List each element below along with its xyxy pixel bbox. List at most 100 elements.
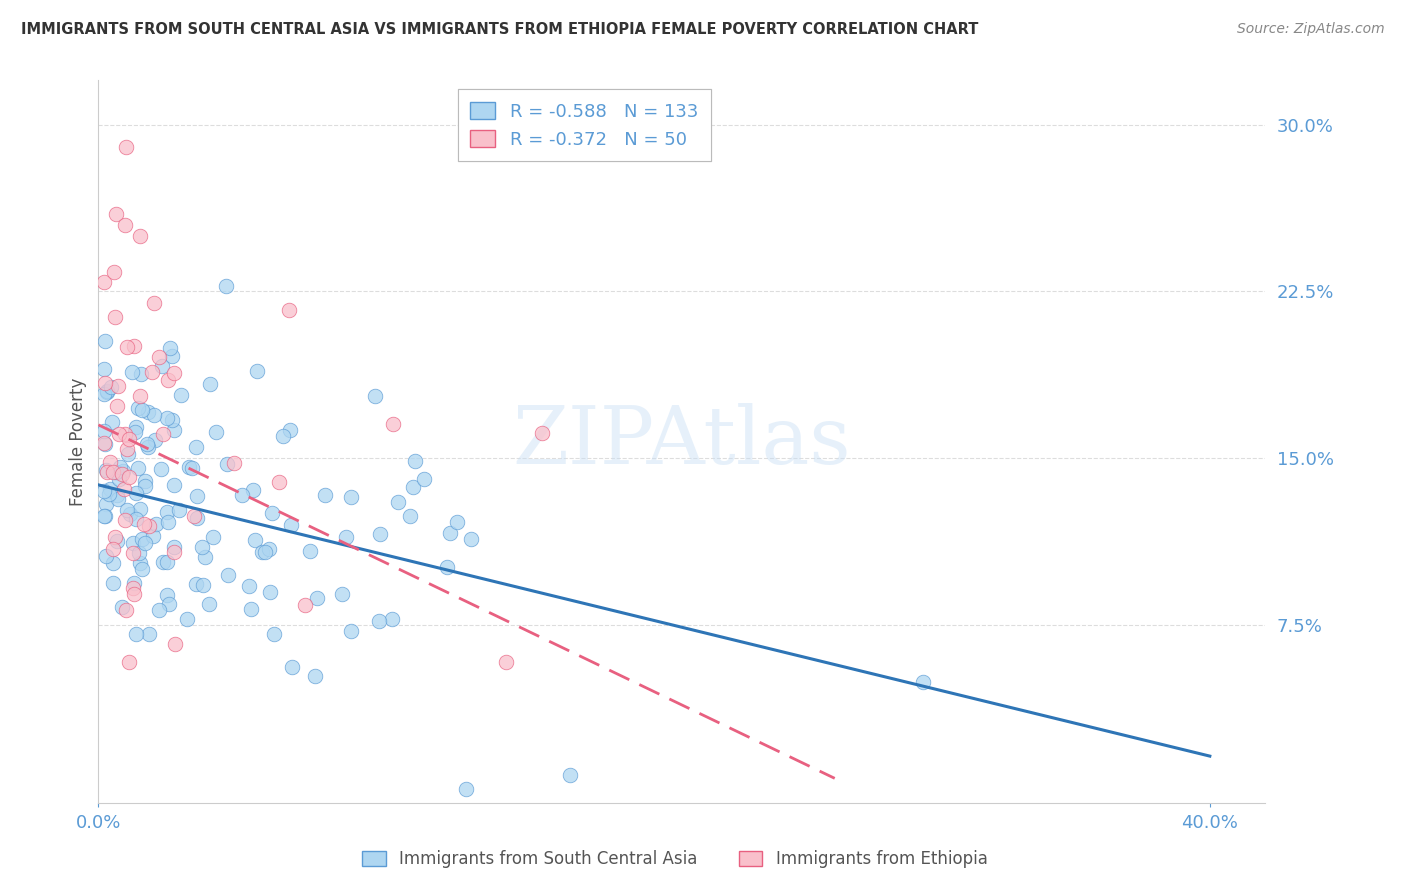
Point xyxy=(152,427,174,442)
Point xyxy=(169,503,191,517)
Point xyxy=(94,549,117,564)
Point xyxy=(183,508,205,523)
Point xyxy=(115,603,138,617)
Point xyxy=(135,436,157,450)
Point xyxy=(125,419,148,434)
Point xyxy=(105,488,128,502)
Point xyxy=(117,446,139,460)
Point xyxy=(198,598,221,612)
Point xyxy=(101,576,124,591)
Point xyxy=(184,577,207,591)
Point xyxy=(129,389,152,403)
Point xyxy=(299,544,322,558)
Point xyxy=(125,512,148,526)
Legend: Immigrants from South Central Asia, Immigrants from Ethiopia: Immigrants from South Central Asia, Immi… xyxy=(356,844,994,875)
Point xyxy=(142,529,165,543)
Point xyxy=(186,489,208,503)
Point xyxy=(143,408,166,422)
Point xyxy=(294,599,316,613)
Point xyxy=(305,591,328,606)
Point xyxy=(96,384,118,398)
Point xyxy=(245,533,267,547)
Point xyxy=(136,405,159,419)
Point xyxy=(101,541,124,556)
Point xyxy=(129,367,152,381)
Point xyxy=(115,503,138,517)
Point xyxy=(281,659,304,673)
Point xyxy=(335,530,357,544)
Point xyxy=(103,556,125,570)
Point xyxy=(156,411,179,425)
Legend: R = -0.588   N = 133, R = -0.372   N = 50: R = -0.588 N = 133, R = -0.372 N = 50 xyxy=(457,89,711,161)
Point xyxy=(104,466,127,480)
Point xyxy=(157,597,180,611)
Point xyxy=(125,627,148,641)
Point xyxy=(156,515,179,529)
Point xyxy=(148,350,170,364)
Point xyxy=(159,342,181,356)
Point xyxy=(148,602,170,616)
Point xyxy=(911,674,934,689)
Point xyxy=(436,560,458,574)
Point xyxy=(143,433,166,447)
Point xyxy=(205,425,228,440)
Point xyxy=(177,459,200,474)
Point xyxy=(253,545,276,559)
Point xyxy=(118,507,141,521)
Point xyxy=(115,442,138,456)
Point xyxy=(124,485,146,500)
Point xyxy=(231,488,253,502)
Point xyxy=(122,338,145,352)
Point xyxy=(104,530,127,544)
Point xyxy=(198,377,221,392)
Point xyxy=(114,427,136,442)
Point xyxy=(134,516,156,531)
Point xyxy=(134,474,156,488)
Point xyxy=(262,506,284,520)
Point xyxy=(121,365,143,379)
Point xyxy=(107,378,129,392)
Point xyxy=(191,578,214,592)
Point xyxy=(271,429,294,443)
Point xyxy=(98,455,121,469)
Point xyxy=(217,568,239,582)
Point xyxy=(240,602,263,616)
Point xyxy=(94,509,117,524)
Point xyxy=(246,364,269,378)
Point xyxy=(121,535,143,549)
Point xyxy=(186,510,208,524)
Point xyxy=(118,470,141,484)
Point xyxy=(131,532,153,546)
Point xyxy=(215,458,238,472)
Point xyxy=(104,310,127,324)
Point xyxy=(165,637,187,651)
Point xyxy=(304,669,326,683)
Point xyxy=(138,627,160,641)
Point xyxy=(250,545,273,559)
Point xyxy=(117,432,139,446)
Point xyxy=(105,207,128,221)
Point xyxy=(214,278,236,293)
Point xyxy=(169,388,191,402)
Point xyxy=(152,359,174,374)
Point xyxy=(160,413,183,427)
Point xyxy=(134,479,156,493)
Point xyxy=(94,463,117,477)
Point xyxy=(163,423,186,437)
Point xyxy=(402,480,425,494)
Point xyxy=(259,584,281,599)
Point xyxy=(163,366,186,380)
Point xyxy=(112,483,135,497)
Point xyxy=(242,483,264,497)
Point xyxy=(280,517,302,532)
Point xyxy=(238,579,260,593)
Point xyxy=(108,472,131,486)
Point xyxy=(93,509,115,524)
Point xyxy=(176,612,198,626)
Point xyxy=(103,465,125,479)
Point xyxy=(267,475,290,490)
Point xyxy=(93,275,115,289)
Point xyxy=(314,487,336,501)
Point xyxy=(278,423,301,437)
Point xyxy=(127,401,149,415)
